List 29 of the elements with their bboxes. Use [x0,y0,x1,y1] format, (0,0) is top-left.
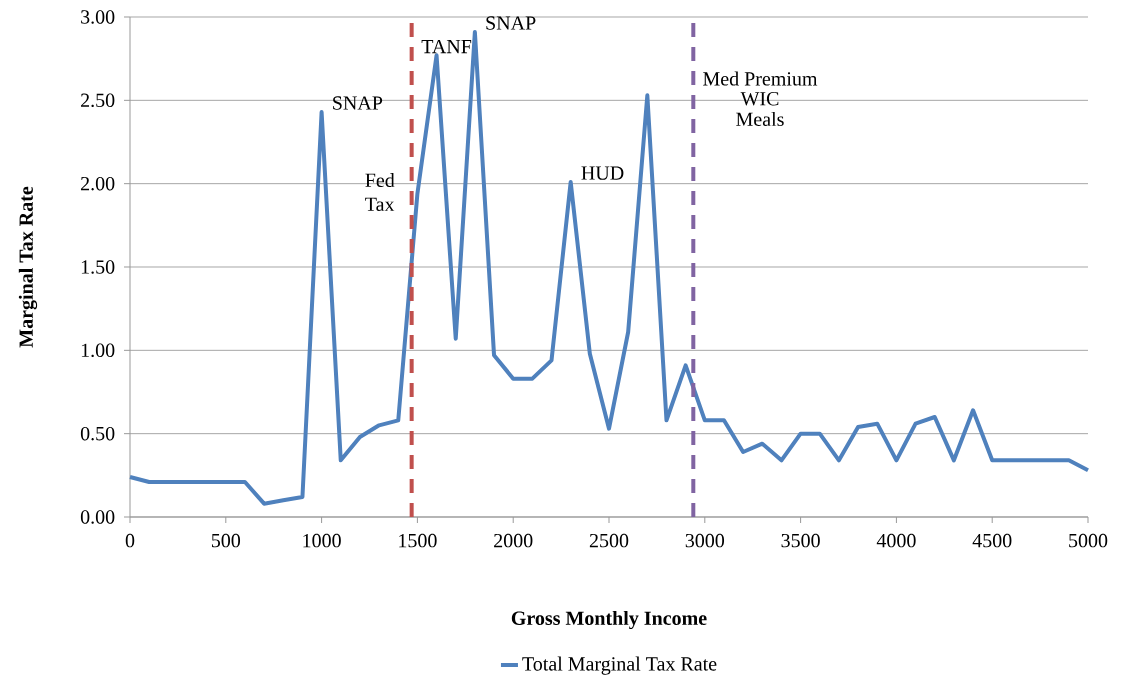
y-tick-label: 0.00 [80,510,115,524]
annotation: TANF [421,39,472,54]
x-tick-label: 500 [211,533,241,548]
annotation: WIC [740,91,779,106]
x-tick-label: 3000 [685,533,725,548]
annotation: SNAP [486,16,536,30]
x-tick-label: 2000 [494,533,533,548]
x-tick-label: 3500 [781,533,820,548]
y-tick-label: 3.00 [81,10,115,24]
x-tick-label: 4000 [876,533,916,548]
x-tick-label: 0 [125,533,135,548]
y-tick-label: 2.00 [81,176,115,191]
annotation: HUD [581,166,624,180]
ref-line-label: Fed Tax [365,172,395,212]
x-tick-label: 1000 [303,533,341,548]
y-tick-label: 1.50 [81,260,115,274]
y-tick-label: 1.00 [81,343,115,358]
annotation: Meals [736,111,784,127]
y-axis-title: Marginal Tax Rate [18,186,38,348]
y-tick-label: 0.50 [80,426,115,441]
x-tick-label: 2500 [589,533,629,548]
ref-line-label: Med Premium [703,71,818,86]
x-tick-label: 1500 [399,533,437,548]
x-tick-label: 4500 [972,533,1012,548]
annotation: SNAP [333,96,383,110]
x-axis-title: Gross Monthly Income [511,610,707,630]
x-tick-label: 5000 [1069,533,1108,548]
legend-label: Total Marginal Tax Rate [522,656,717,675]
y-tick-label: 2.50 [81,93,115,108]
